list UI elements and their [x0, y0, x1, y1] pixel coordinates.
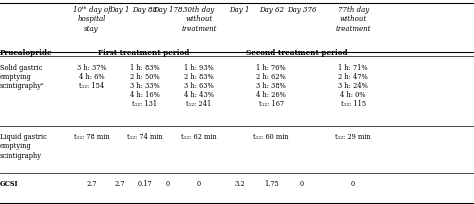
Text: 0.17: 0.17 [137, 179, 152, 187]
Text: 1 h: 83%
2 h: 50%
3 h: 33%
4 h: 16%
t₁₂: 131: 1 h: 83% 2 h: 50% 3 h: 33% 4 h: 16% t₁₂:… [129, 63, 160, 108]
Text: t₁₂: 60 min: t₁₂: 60 min [253, 133, 289, 141]
Text: 10ᵗʰ day of
hospital
stay: 10ᵗʰ day of hospital stay [73, 6, 110, 32]
Text: Day 1: Day 1 [229, 6, 250, 14]
Text: t₁₂: 62 min: t₁₂: 62 min [181, 133, 217, 141]
Text: 1 h: 93%
2 h: 83%
3 h: 63%
4 h: 43%
t₁₂: 241: 1 h: 93% 2 h: 83% 3 h: 63% 4 h: 43% t₁₂:… [184, 63, 214, 108]
Text: 1 h: 71%
2 h: 47%
3 h: 24%
4 h: 0%
t₁₂: 115: 1 h: 71% 2 h: 47% 3 h: 24% 4 h: 0% t₁₂: … [338, 63, 368, 108]
Text: 30th day
without
treatment: 30th day without treatment [182, 6, 217, 32]
Text: 0: 0 [351, 179, 355, 187]
Text: Prucalopride: Prucalopride [0, 49, 53, 57]
Text: 2.7: 2.7 [114, 179, 125, 187]
Text: Day 376: Day 376 [287, 6, 317, 14]
Text: t₁₂: 74 min: t₁₂: 74 min [127, 133, 163, 141]
Text: Day 178: Day 178 [153, 6, 182, 14]
Text: 0: 0 [300, 179, 304, 187]
Text: Second treatment period: Second treatment period [246, 49, 347, 57]
Text: 3.2: 3.2 [235, 179, 245, 187]
Text: Day 1: Day 1 [109, 6, 130, 14]
Text: First treatment period: First treatment period [98, 49, 189, 57]
Text: 3 h: 37%
4 h: 6%
t₁₂: 154: 3 h: 37% 4 h: 6% t₁₂: 154 [77, 63, 106, 90]
Text: 77th day
without
treatment: 77th day without treatment [336, 6, 371, 32]
Text: 1 h: 76%
2 h: 62%
3 h: 38%
4 h: 26%
t₁₂: 167: 1 h: 76% 2 h: 62% 3 h: 38% 4 h: 26% t₁₂:… [256, 63, 286, 108]
Text: GCSI: GCSI [0, 179, 18, 187]
Text: 1.75: 1.75 [264, 179, 279, 187]
Text: 0: 0 [197, 179, 201, 187]
Text: t₁₂: 29 min: t₁₂: 29 min [335, 133, 371, 141]
Text: Day 88: Day 88 [132, 6, 157, 14]
Text: 2.7: 2.7 [86, 179, 97, 187]
Text: t₁₂: 78 min: t₁₂: 78 min [73, 133, 109, 141]
Text: Day 62: Day 62 [259, 6, 283, 14]
Text: Solid gastric
emptying
scintigraphyᵃ: Solid gastric emptying scintigraphyᵃ [0, 63, 45, 90]
Text: 0: 0 [166, 179, 170, 187]
Text: Liquid gastric
emptying
scintigraphy: Liquid gastric emptying scintigraphy [0, 133, 47, 159]
